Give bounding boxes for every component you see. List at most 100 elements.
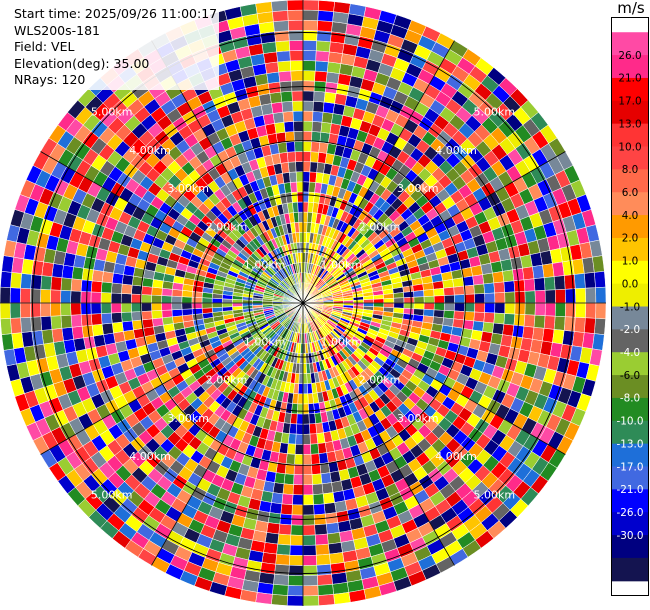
velocity-bin <box>423 309 435 317</box>
velocity-bin <box>272 584 289 596</box>
velocity-bin <box>261 41 277 54</box>
velocity-bin <box>277 142 288 154</box>
velocity-bin <box>575 302 587 319</box>
velocity-bin <box>264 123 277 136</box>
velocity-bin <box>383 297 395 304</box>
velocity-bin <box>584 317 596 334</box>
velocity-bin <box>242 302 253 307</box>
colorbar-swatch <box>612 192 648 216</box>
velocity-bin <box>91 323 104 337</box>
velocity-bin <box>514 302 526 315</box>
velocity-bin <box>271 492 284 505</box>
velocity-bin <box>0 318 12 335</box>
velocity-bin <box>480 262 493 275</box>
velocity-bin <box>274 563 290 576</box>
velocity-bin <box>274 472 286 485</box>
colorbar-tick-label: 2.0 <box>622 233 639 245</box>
colorbar-tick-label: 26.0 <box>618 50 641 62</box>
range-ring-label: 1.00km <box>321 259 363 272</box>
velocity-bin <box>292 494 304 506</box>
velocity-bin <box>302 0 320 11</box>
velocity-bin <box>523 278 536 292</box>
field-text: Field: VEL <box>14 39 75 54</box>
velocity-bin <box>0 271 12 288</box>
range-ring-label: 2.00km <box>206 374 248 387</box>
velocity-bin <box>363 299 374 304</box>
velocity-bin <box>302 80 315 92</box>
velocity-bin <box>302 9 319 21</box>
velocity-bin <box>494 292 506 304</box>
velocity-bin <box>277 60 292 73</box>
colorbar-swatch <box>612 283 648 308</box>
velocity-bin <box>314 523 328 536</box>
velocity-bin <box>286 0 304 11</box>
velocity-bin <box>573 273 586 289</box>
velocity-bin <box>111 272 124 285</box>
colorbar-swatch <box>612 329 648 353</box>
velocity-bin <box>266 522 281 535</box>
velocity-bin <box>141 302 152 312</box>
velocity-bin <box>333 1 351 14</box>
velocity-bin <box>302 575 319 587</box>
velocity-bin <box>302 131 313 142</box>
range-ring-label: 3.00km <box>397 412 439 425</box>
velocity-bin <box>120 302 132 313</box>
velocity-bin <box>30 302 42 318</box>
colorbar-swatch <box>612 260 648 285</box>
velocity-bin <box>393 302 405 309</box>
colorbar-swatch <box>612 169 648 193</box>
velocity-bin <box>524 290 536 304</box>
range-ring-label: 4.00km <box>435 450 477 463</box>
velocity-bin <box>474 302 486 313</box>
velocity-bin <box>373 298 385 304</box>
colorbar-tick-label: 13.0 <box>618 118 641 130</box>
colorbar-tick-label: -17.0 <box>617 461 644 473</box>
velocity-bin <box>70 302 82 316</box>
colorbar-swatch <box>612 557 648 582</box>
velocity-bin <box>442 279 454 289</box>
velocity-bin <box>329 470 342 483</box>
colorbar-swatch <box>612 32 648 56</box>
velocity-bin <box>327 61 342 74</box>
velocity-bin <box>292 484 304 496</box>
velocity-bin <box>329 41 345 54</box>
velocity-bin <box>290 181 298 193</box>
velocity-bin <box>90 313 103 326</box>
velocity-bin <box>60 277 73 292</box>
range-ring-label: 1.00km <box>244 259 286 272</box>
velocity-bin <box>287 433 297 445</box>
velocity-bin <box>280 90 293 103</box>
velocity-bin <box>121 274 134 286</box>
velocity-bin <box>101 312 113 325</box>
range-ring-label: 5.00km <box>474 488 516 501</box>
velocity-bin <box>325 522 340 535</box>
velocity-bin <box>302 363 307 374</box>
velocity-bin <box>309 423 317 435</box>
velocity-bin <box>321 111 334 124</box>
colorbar-tick-label: 1.0 <box>622 256 639 268</box>
range-ring <box>86 86 520 520</box>
velocity-bin <box>472 320 485 332</box>
velocity-bin <box>171 295 183 304</box>
velocity-bin <box>474 293 486 304</box>
range-ring-label: 3.00km <box>397 182 439 195</box>
velocity-bin <box>0 302 11 320</box>
velocity-bin <box>298 221 304 233</box>
velocity-bin <box>290 524 304 536</box>
range-ring-label: 1.00km <box>244 335 286 348</box>
velocity-bin <box>111 321 124 334</box>
velocity-bin <box>141 294 152 304</box>
velocity-bin <box>317 442 327 454</box>
colorbar-swatch <box>612 352 648 376</box>
velocity-bin <box>423 295 435 304</box>
velocity-bin <box>1 333 14 351</box>
scan-info: Start time: 2025/09/26 11:00:17 WLS200s-… <box>12 5 220 90</box>
velocity-bin <box>454 294 465 304</box>
velocity-bin <box>313 90 326 103</box>
velocity-bin <box>171 302 183 311</box>
velocity-bin <box>331 480 344 493</box>
velocity-bin <box>553 315 566 331</box>
velocity-bin <box>272 482 285 495</box>
colorbar-tick-label: -13.0 <box>617 438 644 450</box>
velocity-bin <box>287 575 304 587</box>
